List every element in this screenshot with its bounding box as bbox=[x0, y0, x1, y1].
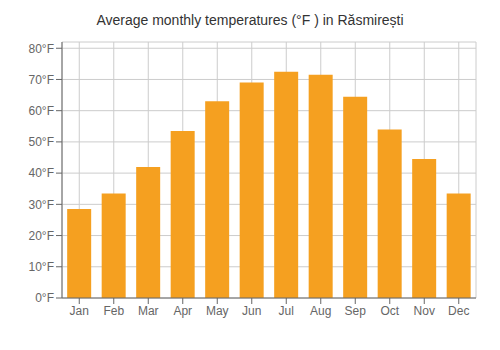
svg-text:May: May bbox=[206, 304, 229, 318]
svg-text:Nov: Nov bbox=[414, 304, 435, 318]
svg-text:Oct: Oct bbox=[380, 304, 399, 318]
svg-text:Aug: Aug bbox=[310, 304, 331, 318]
svg-text:Dec: Dec bbox=[448, 304, 469, 318]
svg-text:Feb: Feb bbox=[103, 304, 124, 318]
svg-text:60°F: 60°F bbox=[29, 104, 54, 118]
svg-text:30°F: 30°F bbox=[29, 198, 54, 212]
svg-text:Apr: Apr bbox=[173, 304, 192, 318]
svg-text:10°F: 10°F bbox=[29, 260, 54, 274]
svg-text:20°F: 20°F bbox=[29, 229, 54, 243]
svg-text:80°F: 80°F bbox=[29, 42, 54, 56]
svg-text:0°F: 0°F bbox=[35, 291, 54, 305]
svg-text:Mar: Mar bbox=[138, 304, 159, 318]
html-text:Average monthly temperatures (: Average monthly temperatures (°F ) in Ră… bbox=[96, 12, 404, 28]
svg-text:50°F: 50°F bbox=[29, 135, 54, 149]
svg-text:Jul: Jul bbox=[279, 304, 294, 318]
svg-text:70°F: 70°F bbox=[29, 73, 54, 87]
svg-text:Jun: Jun bbox=[242, 304, 261, 318]
svg-text:40°F: 40°F bbox=[29, 166, 54, 180]
svg-text:Sep: Sep bbox=[345, 304, 367, 318]
svg-text:Jan: Jan bbox=[70, 304, 89, 318]
